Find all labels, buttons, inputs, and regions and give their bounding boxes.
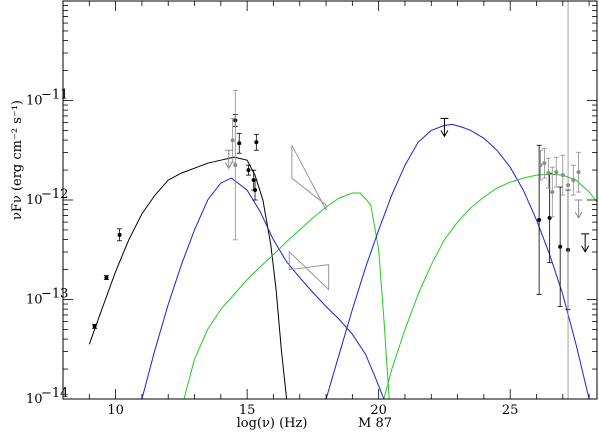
point-marker (576, 170, 581, 175)
y-tick-base: 10 (26, 193, 43, 208)
limit-arrowhead (440, 130, 449, 138)
data-point-18 (549, 166, 555, 218)
data-point-13 (230, 118, 236, 163)
limit-arrowhead (574, 211, 583, 219)
data-point-15 (537, 149, 543, 181)
upper-limit-3 (581, 233, 590, 253)
x-tick-labels: 10 15 20 25 (107, 403, 518, 418)
y-axis-label: νFν (erg cm⁻² s⁻¹) (10, 100, 25, 220)
point-marker (542, 161, 547, 166)
bowtie-1 (288, 250, 330, 291)
data-point-4 (236, 132, 242, 154)
bowtie-0 (291, 145, 327, 211)
x-tick-label: 15 (239, 403, 256, 418)
point-marker (117, 232, 122, 237)
data-point-22 (570, 164, 576, 196)
data-point-11 (557, 186, 563, 307)
data-point-16 (541, 147, 547, 179)
point-marker (571, 178, 576, 183)
bowtie-spectra (288, 145, 330, 291)
model-curve-green-2 (183, 192, 390, 399)
point-marker (546, 171, 551, 176)
y-tick-base: 10 (26, 293, 43, 308)
data-point-5 (245, 164, 251, 176)
y-tick-base: 10 (26, 392, 43, 407)
data-point-1 (103, 275, 109, 281)
model-curve-green-4 (383, 173, 597, 399)
data-point-14 (232, 90, 238, 241)
model-curves (88, 123, 597, 399)
axis-ticks (62, 1, 597, 400)
y-tick-exponent: −11 (41, 88, 68, 103)
y-tick-exponent: −13 (41, 287, 68, 302)
point-marker (253, 188, 258, 193)
x-tick-label: 20 (370, 403, 387, 418)
point-marker (233, 163, 238, 168)
upper-limit-0 (224, 149, 233, 170)
data-point-20 (560, 154, 566, 196)
plot-frame (62, 0, 598, 400)
data-point-7 (252, 179, 258, 201)
data-points (92, 1, 582, 399)
limit-arrowhead (581, 245, 590, 253)
data-point-9 (536, 144, 542, 295)
data-point-21 (566, 1, 571, 399)
point-marker (237, 141, 242, 146)
y-tick-label: 10−14 (26, 386, 68, 407)
point-marker (566, 183, 571, 188)
x-tick-label: 25 (502, 403, 519, 418)
data-point-17 (545, 157, 551, 189)
point-marker (560, 173, 565, 178)
data-point-2 (117, 228, 123, 242)
x-axis-label: log(ν) (Hz) (237, 416, 308, 431)
object-annotation: M 87 (358, 416, 392, 431)
data-point-8 (253, 133, 259, 151)
y-tick-base: 10 (26, 94, 43, 109)
limit-arrowhead (224, 161, 233, 170)
x-tick-label: 10 (107, 403, 124, 418)
point-marker (537, 217, 542, 222)
point-marker (92, 324, 97, 329)
point-marker (554, 170, 559, 175)
y-tick-label: 10−13 (26, 287, 68, 308)
y-tick-exponent: −12 (41, 187, 68, 202)
point-marker (254, 140, 259, 145)
model-curve-blue-3 (325, 123, 590, 399)
upper-limit-1 (440, 117, 449, 138)
y-tick-label: 10−11 (26, 88, 68, 109)
y-tick-exponent: −14 (41, 386, 68, 401)
data-point-19 (553, 156, 559, 188)
point-marker (550, 190, 555, 195)
point-marker (230, 138, 235, 143)
point-marker (246, 168, 251, 173)
point-marker (547, 215, 552, 220)
data-point-0 (92, 323, 98, 329)
y-tick-label: 10−12 (26, 187, 68, 208)
data-point-23 (576, 151, 582, 193)
point-marker (558, 244, 563, 249)
point-marker (104, 275, 109, 280)
upper-limits (224, 117, 590, 253)
upper-limit-2 (574, 199, 583, 219)
model-curve-black-0 (88, 156, 288, 399)
model-curve-blue-1 (141, 177, 385, 399)
point-marker (538, 163, 543, 168)
